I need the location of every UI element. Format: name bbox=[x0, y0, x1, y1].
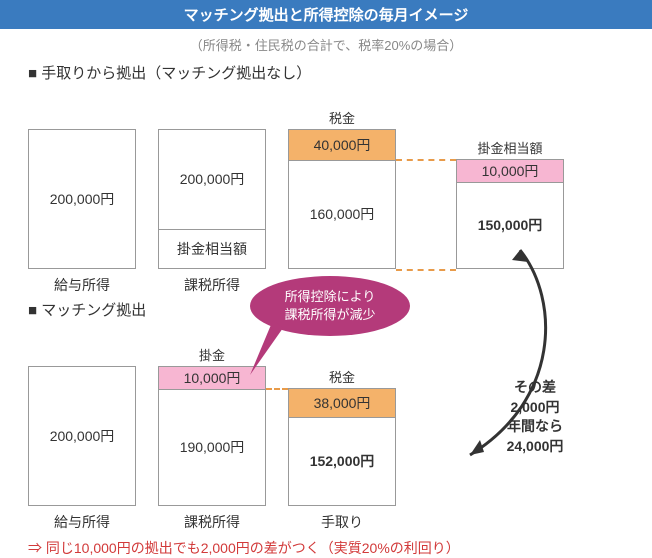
difference-note: その差 2,000円 年間なら 24,000円 bbox=[490, 378, 580, 456]
bar-column: 40,000円160,000円税金手取り bbox=[288, 89, 396, 299]
bar-stack: 200,000円 bbox=[28, 366, 136, 506]
title-text: マッチング拠出と所得控除の毎月イメージ bbox=[184, 7, 469, 24]
bar-stack: 10,000円190,000円 bbox=[158, 366, 266, 506]
bar-segment: 38,000円 bbox=[289, 389, 395, 417]
bar-segment: 160,000円 bbox=[289, 160, 395, 268]
callout-line2: 課税所得が減少 bbox=[284, 306, 375, 324]
side-note-line2: 2,000円 bbox=[490, 398, 580, 418]
dashed-connector bbox=[266, 388, 288, 390]
bar-column: 38,000円152,000円 税金手取り bbox=[288, 326, 396, 536]
callout-line1: 所得控除により bbox=[285, 288, 376, 306]
scenario-a-heading: ■ 手取りから拠出（マッチング拠出なし） bbox=[28, 62, 652, 83]
dashed-connector bbox=[396, 159, 456, 161]
bar-top-label: 税金 bbox=[288, 367, 396, 386]
subtitle: （所得税・住民税の合計で、税率20%の場合） bbox=[0, 29, 652, 58]
bar-top-label: 税金 bbox=[288, 108, 396, 127]
bar-bottom-label: 給与所得 bbox=[28, 275, 136, 295]
bar-stack: 200,000円 bbox=[28, 129, 136, 269]
bar-bottom-label: 課税所得 bbox=[158, 512, 266, 532]
bar-column: 200,000円給与所得 bbox=[28, 89, 136, 299]
side-note-line1: その差 bbox=[490, 378, 580, 398]
bar-column: 200,000円給与所得 bbox=[28, 326, 136, 536]
bar-bottom-label: 手取り bbox=[288, 512, 396, 532]
title-bar: マッチング拠出と所得控除の毎月イメージ bbox=[0, 0, 652, 29]
side-note-line4: 24,000円 bbox=[490, 437, 580, 457]
bar-bottom-label: 課税所得 bbox=[158, 275, 266, 295]
bar-segment: 200,000円 bbox=[29, 130, 135, 268]
bar-bottom-label: 給与所得 bbox=[28, 512, 136, 532]
footer-note: ⇒ 同じ10,000円の拠出でも2,000円の差がつく（実質20%の利回り） bbox=[28, 538, 652, 558]
bar-stack: 38,000円152,000円 bbox=[288, 388, 396, 506]
bar-stack: 200,000円掛金相当額 bbox=[158, 129, 266, 269]
callout-tail bbox=[245, 320, 285, 380]
bar-top-label: 掛金相当額 bbox=[456, 138, 564, 157]
bar-segment: 152,000円 bbox=[289, 417, 395, 505]
bar-segment: 200,000円 bbox=[29, 367, 135, 505]
bar-segment: 40,000円 bbox=[289, 130, 395, 160]
bar-stack: 40,000円160,000円 bbox=[288, 129, 396, 269]
bar-segment: 掛金相当額 bbox=[159, 229, 265, 268]
bar-segment: 200,000円 bbox=[159, 130, 265, 229]
side-note-line3: 年間なら bbox=[490, 417, 580, 437]
bar-column: 200,000円掛金相当額課税所得 bbox=[158, 89, 266, 299]
bar-segment: 190,000円 bbox=[159, 389, 265, 505]
bar-segment: 10,000円 bbox=[457, 160, 563, 182]
